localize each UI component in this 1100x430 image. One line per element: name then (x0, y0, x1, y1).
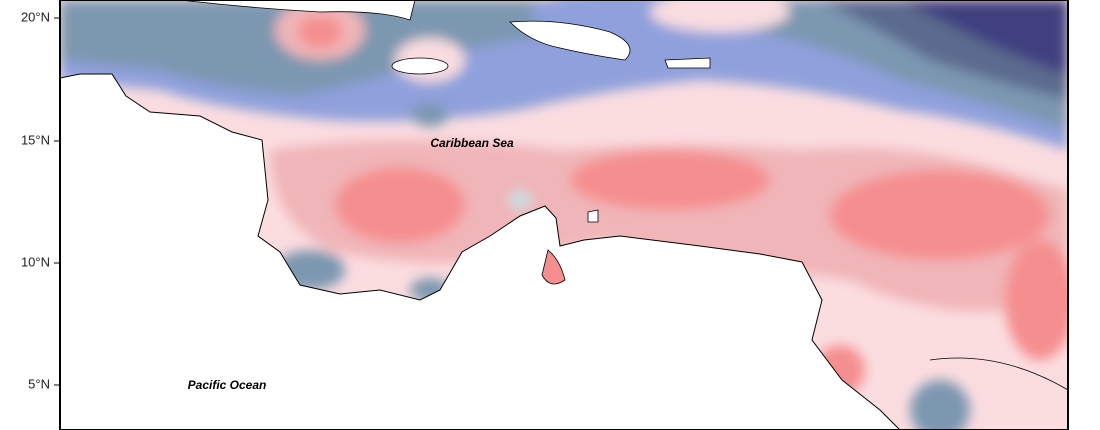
sea-label: Pacific Ocean (188, 378, 267, 392)
lat-axis: 20°N 15°N 10°N 5°N (21, 9, 60, 391)
lat-label: 10°N (21, 254, 50, 269)
sea-label: Caribbean Sea (430, 136, 514, 150)
lat-label: 15°N (21, 132, 50, 147)
lat-label: 20°N (21, 9, 50, 24)
lat-label: 5°N (28, 376, 50, 391)
map-frame (59, 0, 1069, 430)
map-field (60, 0, 1068, 430)
